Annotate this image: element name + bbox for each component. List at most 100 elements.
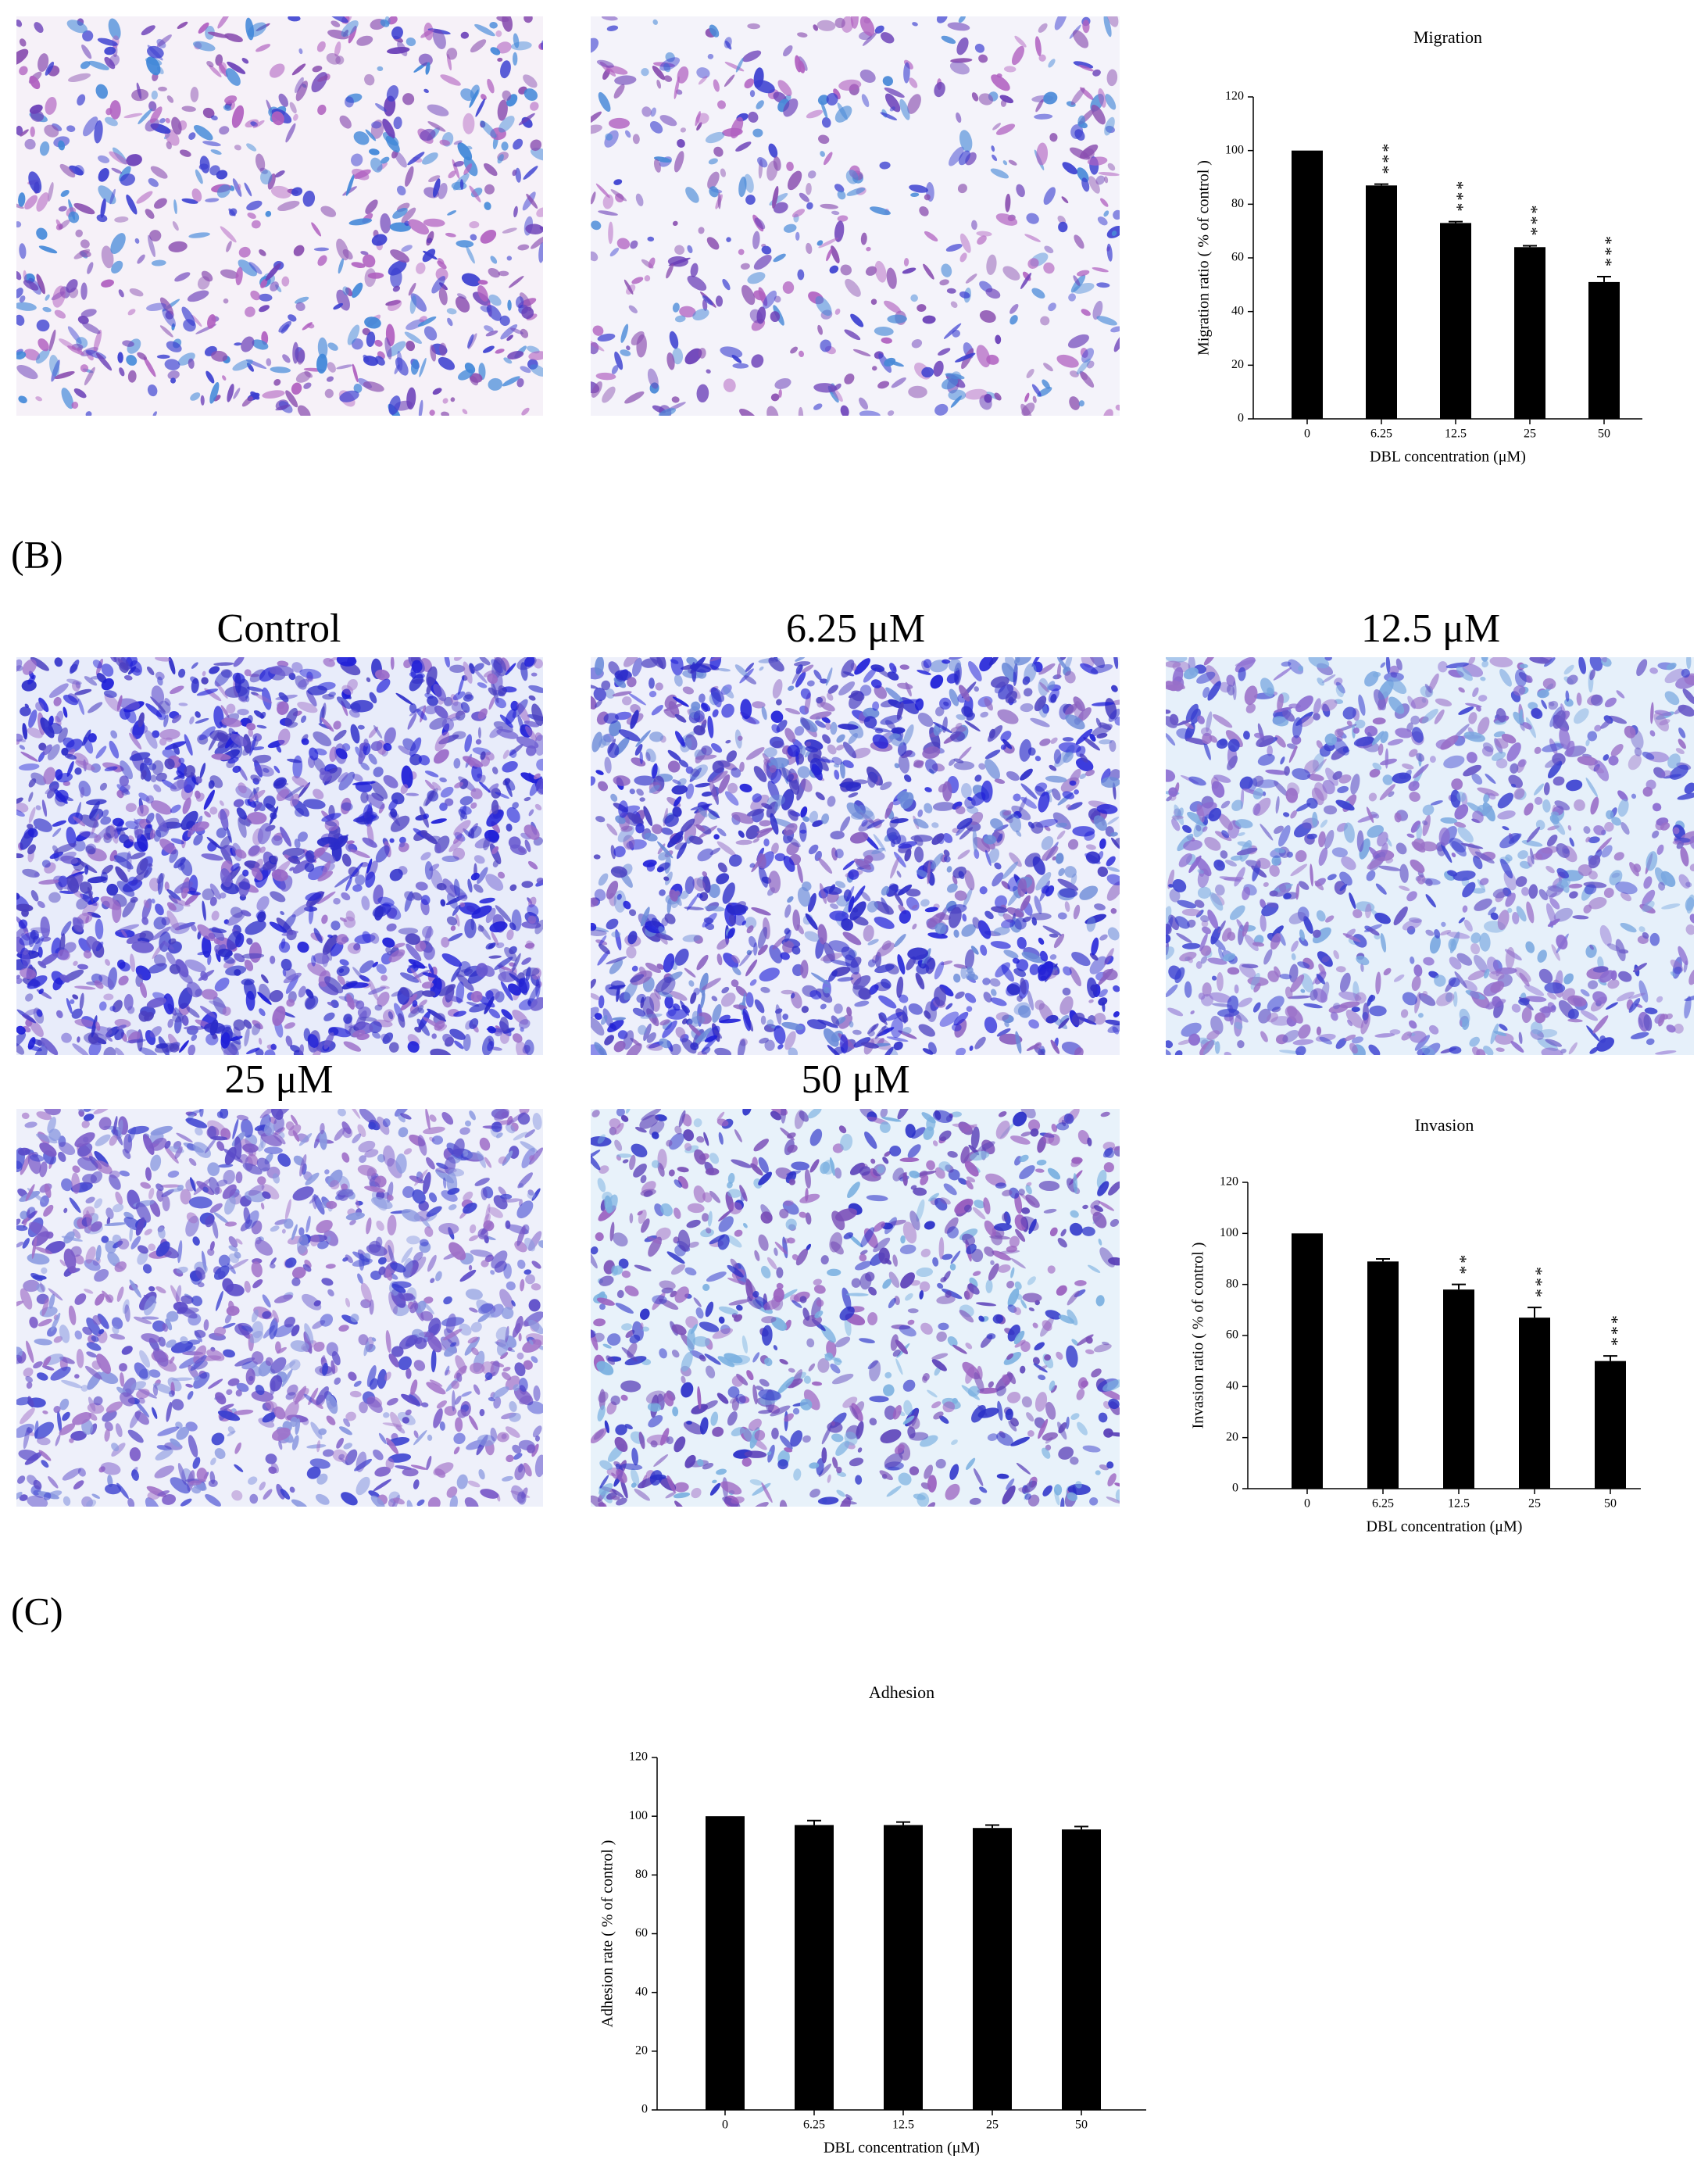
cell	[1551, 944, 1560, 961]
cell	[463, 113, 475, 134]
cell	[620, 349, 631, 356]
cell	[1608, 755, 1619, 766]
cell	[1087, 156, 1108, 166]
cell	[1088, 657, 1106, 669]
cell	[874, 901, 894, 915]
cell	[1230, 855, 1243, 861]
cell	[1183, 839, 1202, 851]
cell	[345, 876, 352, 892]
cell	[984, 1017, 998, 1034]
cell	[256, 724, 267, 729]
cell	[227, 61, 246, 74]
cell	[71, 1008, 83, 1019]
cell	[1071, 1012, 1085, 1026]
cell	[500, 981, 513, 1001]
cell	[431, 1033, 437, 1039]
cell	[739, 408, 758, 416]
cell	[1242, 886, 1251, 900]
cell	[478, 774, 486, 784]
cell	[513, 206, 518, 218]
cell	[536, 778, 543, 795]
cell	[439, 777, 447, 783]
cell	[234, 969, 241, 976]
cell	[1000, 744, 1006, 750]
cell	[110, 730, 118, 739]
cell	[77, 94, 86, 106]
cell	[976, 231, 992, 237]
cell	[30, 890, 39, 902]
cell	[41, 1037, 59, 1055]
cell	[888, 699, 903, 709]
cell	[988, 657, 999, 666]
cell	[156, 66, 164, 75]
cell	[971, 92, 979, 102]
cell	[797, 766, 810, 778]
cell	[927, 912, 945, 928]
cell	[428, 175, 441, 183]
cell	[1600, 657, 1612, 667]
cell	[399, 986, 413, 998]
cell	[375, 669, 390, 681]
cell	[356, 1000, 365, 1010]
cell	[606, 956, 627, 964]
cell	[862, 31, 877, 46]
cell	[330, 942, 344, 956]
cell	[271, 869, 288, 881]
cell	[241, 953, 265, 959]
cell	[473, 884, 484, 893]
cell	[223, 956, 235, 964]
cell	[1318, 831, 1326, 848]
cell	[1470, 942, 1481, 955]
cell	[495, 942, 505, 949]
cell	[524, 657, 535, 667]
cell	[1018, 796, 1027, 813]
cell	[170, 838, 184, 845]
cell	[979, 886, 988, 895]
cell	[669, 991, 688, 1001]
cell	[1356, 901, 1375, 912]
cell	[245, 920, 266, 935]
cell	[23, 949, 29, 956]
cell	[528, 351, 543, 361]
cell	[1451, 852, 1456, 858]
cell	[613, 179, 623, 185]
cell	[1095, 175, 1106, 185]
cell	[978, 763, 986, 770]
cell	[509, 973, 523, 985]
cell	[150, 800, 172, 815]
cell	[744, 78, 755, 89]
cell	[1188, 1033, 1201, 1046]
cell	[452, 833, 463, 844]
cell	[1224, 1051, 1232, 1055]
cell	[595, 699, 602, 708]
cell	[640, 906, 650, 927]
cell	[71, 401, 79, 409]
cell	[1295, 695, 1313, 713]
cell	[453, 140, 463, 145]
cell	[390, 815, 410, 832]
cell	[454, 878, 460, 899]
cell	[677, 778, 687, 787]
cell	[659, 1019, 670, 1026]
cell	[270, 1043, 277, 1050]
cell	[63, 695, 79, 706]
cell	[674, 948, 689, 966]
cell	[152, 411, 157, 416]
cell	[94, 980, 104, 989]
cell	[1059, 888, 1078, 898]
cell	[666, 263, 674, 279]
cell	[38, 989, 44, 995]
cell	[955, 991, 965, 999]
cell	[906, 956, 917, 971]
cell	[777, 80, 792, 97]
micrograph	[16, 657, 543, 1055]
cell	[455, 710, 466, 721]
cell	[327, 362, 336, 373]
cell	[1045, 775, 1067, 783]
cell	[886, 267, 897, 289]
panel-label: (C)	[11, 1589, 63, 1632]
cell	[1636, 659, 1648, 677]
cell	[151, 898, 155, 904]
cell	[1176, 719, 1192, 726]
cell	[248, 262, 263, 274]
